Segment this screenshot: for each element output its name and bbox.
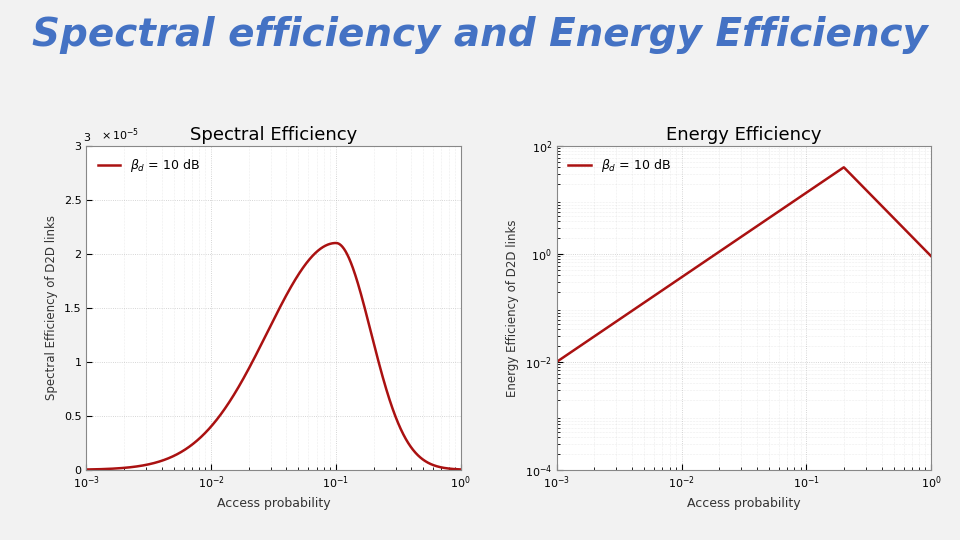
Legend: $\beta_d$ = 10 dB: $\beta_d$ = 10 dB (564, 152, 676, 179)
Text: Spectral efficiency and Energy Efficiency: Spectral efficiency and Energy Efficienc… (32, 16, 928, 54)
Text: $3$: $3$ (83, 131, 91, 143)
Title: Energy Efficiency: Energy Efficiency (666, 126, 822, 144)
Legend: $\beta_d$ = 10 dB: $\beta_d$ = 10 dB (93, 152, 205, 179)
Y-axis label: Spectral Efficiency of D2D links: Spectral Efficiency of D2D links (45, 215, 59, 400)
Y-axis label: Energy Efficiency of D2D links: Energy Efficiency of D2D links (506, 219, 519, 396)
Title: Spectral Efficiency: Spectral Efficiency (190, 126, 357, 144)
Text: $\times\,10^{-5}$: $\times\,10^{-5}$ (102, 126, 139, 143)
X-axis label: Access probability: Access probability (217, 497, 330, 510)
X-axis label: Access probability: Access probability (687, 497, 801, 510)
